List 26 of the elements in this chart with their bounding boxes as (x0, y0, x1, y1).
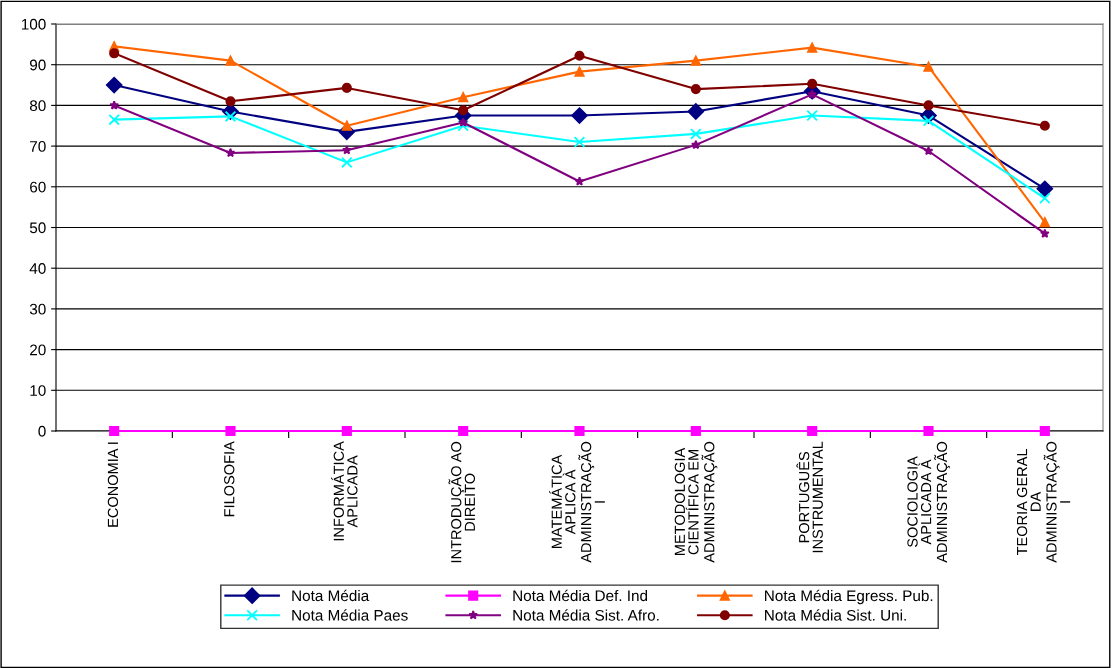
legend-label: Nota Média Sist. Uni. (765, 609, 906, 621)
y-tick-label: 70 (30, 140, 46, 152)
legend-label: Nota Média Sist. Afro. (513, 609, 659, 621)
x-tick-label: ECONOMIA I (107, 442, 119, 527)
y-tick-label: 10 (30, 385, 46, 396)
legend-label: Nota Média Egress. Pub. (765, 589, 933, 605)
y-tick-label: 0 (38, 425, 46, 437)
x-tick-label: METODOLOGIA CIENTÍFICA EM ADMINISTRAÇÃO (674, 441, 718, 563)
legend-label: Nota Média Def. Ind (513, 589, 648, 602)
legend-label: Nota Média Paes (292, 609, 408, 621)
x-tick-label: PORTUGUÊS INSTRUMENTAL (796, 441, 823, 553)
x-tick-label: INTRODUÇÃO AO DIREITO (448, 441, 476, 563)
x-tick-label: TEORIA GERAL DA ADMINISTRAÇÃO I (1016, 441, 1071, 563)
y-tick-label: 40 (29, 263, 46, 274)
y-tick-label: 80 (29, 100, 46, 112)
y-tick-label: 30 (29, 303, 46, 315)
y-tick-label: 50 (29, 222, 46, 234)
x-tick-label: FILOSOFIA (224, 441, 235, 517)
x-tick-label: MATEMÁTICA APLICA À ADMINISTRAÇÃO I (549, 441, 605, 563)
legend-label: Nota Média (292, 589, 370, 602)
y-tick-label: 100 (21, 18, 46, 30)
y-tick-label: 60 (30, 181, 46, 193)
y-tick-label: 90 (30, 59, 46, 71)
y-tick-label: 20 (30, 344, 46, 356)
x-tick-label: SOCIOLOGIA APLICADA À ADMINISTRAÇÃO (907, 441, 951, 563)
x-tick-label: INFORMÁTICA APLICADA (331, 441, 358, 541)
